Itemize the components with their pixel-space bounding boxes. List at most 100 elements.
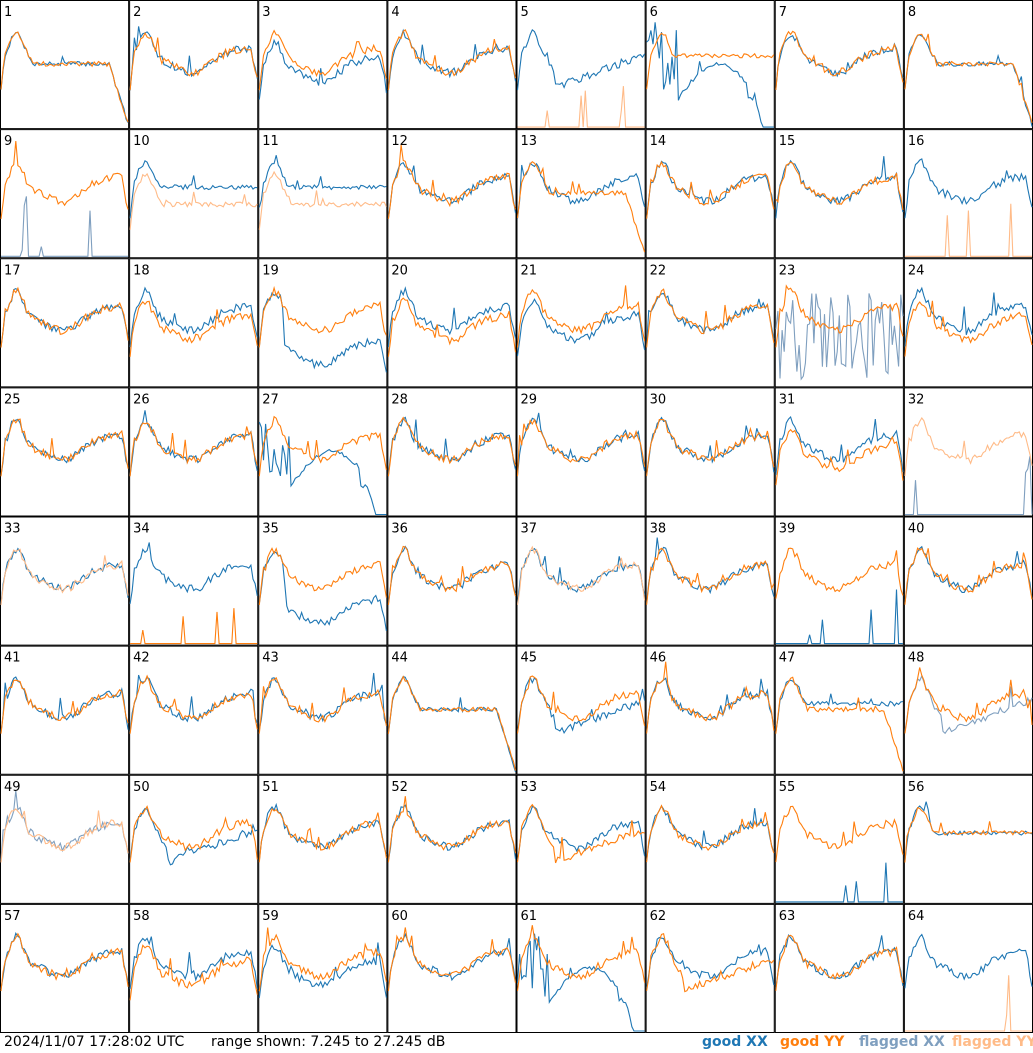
tile-frame xyxy=(129,258,259,388)
antenna-tile-19: 19 xyxy=(258,258,388,388)
yy-series-line xyxy=(775,547,904,599)
antenna-tile-31: 31 xyxy=(774,387,904,517)
xx-series-line xyxy=(646,537,775,604)
yy-series-line xyxy=(387,545,517,605)
xx-series-line xyxy=(904,158,1033,219)
antenna-tile-41: 41 xyxy=(0,645,130,775)
antenna-tile-15: 15 xyxy=(774,129,904,259)
antenna-label: 41 xyxy=(4,651,21,666)
antenna-label: 61 xyxy=(521,909,538,924)
antenna-tile-43: 43 xyxy=(258,645,388,775)
yy-series-line xyxy=(904,203,1032,257)
antenna-tile-3: 3 xyxy=(258,0,388,130)
antenna-tile-34: 34 xyxy=(129,516,259,646)
tile-frame xyxy=(774,129,904,259)
yy-series-line xyxy=(387,675,517,771)
antenna-tile-37: 37 xyxy=(516,516,646,646)
yy-series-line xyxy=(129,172,258,230)
tile-frame xyxy=(0,774,130,904)
yy-series-line xyxy=(258,285,387,348)
antenna-tile-2: 2 xyxy=(129,0,259,130)
tile-frame xyxy=(0,129,130,259)
antenna-tile-52: 52 xyxy=(387,774,517,904)
legend-flagged-yy: flagged YY xyxy=(952,1034,1033,1050)
antenna-tile-45: 45 xyxy=(516,645,646,775)
antenna-tile-1: 1 xyxy=(0,0,130,130)
xx-series-line xyxy=(646,160,775,219)
yy-series-line xyxy=(258,547,387,605)
antenna-tile-17: 17 xyxy=(0,258,130,388)
xx-series-line xyxy=(1,196,129,257)
yy-series-line xyxy=(129,31,258,91)
yy-series-line xyxy=(775,161,904,210)
antenna-tile-42: 42 xyxy=(129,645,259,775)
xx-series-line xyxy=(516,162,646,219)
antenna-tile-32: 32 xyxy=(903,387,1033,517)
yy-series-line xyxy=(646,160,775,219)
antenna-label: 19 xyxy=(262,263,279,278)
tile-frame xyxy=(387,129,517,259)
antenna-tile-63: 63 xyxy=(774,903,904,1033)
tile-frame xyxy=(387,774,517,904)
yy-series-line xyxy=(129,674,258,734)
xx-series-line xyxy=(775,293,904,381)
tile-frame xyxy=(258,774,388,904)
antenna-tile-62: 62 xyxy=(645,903,775,1033)
tile-frame xyxy=(903,645,1033,775)
xx-series-line xyxy=(516,933,645,1032)
antenna-tile-6: 6 xyxy=(645,0,775,130)
antenna-label: 47 xyxy=(779,651,796,666)
tile-frame xyxy=(645,258,775,388)
tile-frame xyxy=(258,645,388,775)
antenna-label: 8 xyxy=(908,5,916,20)
yy-series-line xyxy=(775,428,904,486)
xx-series-line xyxy=(904,286,1033,347)
tile-frame xyxy=(129,387,259,517)
yy-series-line xyxy=(129,422,258,477)
tile-frame xyxy=(645,129,775,259)
antenna-label: 21 xyxy=(521,263,538,278)
antenna-tile-57: 57 xyxy=(0,903,130,1033)
antenna-label: 26 xyxy=(133,392,150,407)
yy-series-line xyxy=(516,803,645,864)
antenna-tile-39: 39 xyxy=(774,516,904,646)
antenna-label: 54 xyxy=(650,780,667,795)
yy-series-line xyxy=(904,547,1033,605)
tile-frame xyxy=(774,516,904,646)
antenna-label: 18 xyxy=(133,263,150,278)
tile-frame xyxy=(258,258,388,388)
antenna-label: 24 xyxy=(908,263,925,278)
tile-frame xyxy=(903,387,1033,517)
antenna-label: 37 xyxy=(521,522,538,537)
antenna-tile-14: 14 xyxy=(645,129,775,259)
tile-frame xyxy=(774,774,904,904)
antenna-label: 57 xyxy=(4,909,21,924)
antenna-label: 28 xyxy=(391,392,408,407)
antenna-label: 60 xyxy=(391,909,408,924)
yy-series-line xyxy=(775,934,904,991)
antenna-label: 12 xyxy=(391,134,408,149)
tile-frame xyxy=(645,645,775,775)
yy-series-line xyxy=(387,297,517,357)
antenna-tile-60: 60 xyxy=(387,903,517,1033)
yy-series-line xyxy=(516,675,646,734)
tile-frame xyxy=(516,258,646,388)
yy-series-line xyxy=(646,661,775,734)
tile-frame xyxy=(258,387,388,517)
antenna-label: 13 xyxy=(521,134,538,149)
antenna-label: 32 xyxy=(908,392,925,407)
antenna-tile-22: 22 xyxy=(645,258,775,388)
xx-series-line xyxy=(129,674,258,733)
antenna-tile-13: 13 xyxy=(516,129,646,259)
antenna-tile-58: 58 xyxy=(129,903,259,1033)
antenna-label: 56 xyxy=(908,780,925,795)
xx-series-line xyxy=(258,802,387,861)
xx-series-line xyxy=(516,676,646,734)
antenna-label: 46 xyxy=(650,651,667,666)
tile-frame xyxy=(258,129,388,259)
legend-good-xx: good XX xyxy=(702,1034,768,1050)
yy-series-line xyxy=(646,804,775,863)
yy-series-line xyxy=(387,144,517,219)
antenna-tile-26: 26 xyxy=(129,387,259,517)
